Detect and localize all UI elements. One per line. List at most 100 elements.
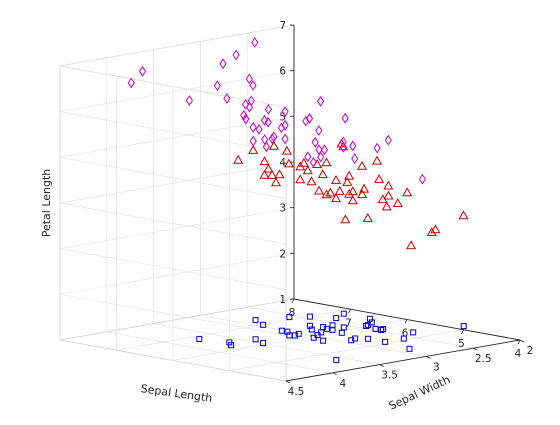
grid-z-right-wall (59, 293, 287, 336)
data-point-diamond (339, 136, 347, 148)
data-point-triangle (406, 240, 417, 250)
data-point-diamond (316, 95, 325, 107)
grid-z-left-wall (59, 207, 295, 250)
data-point-triangle (347, 186, 358, 196)
grid-x-floor (229, 329, 464, 372)
data-point-diamond (281, 133, 289, 145)
data-point-triangle (268, 140, 279, 150)
data-point-diamond (384, 134, 392, 146)
data-points (127, 37, 469, 364)
grid-z-left-wall (59, 70, 295, 113)
y-tick-label: 2.5 (475, 353, 492, 365)
data-point-diamond (339, 141, 348, 153)
data-point-square (286, 314, 293, 321)
grid-x-floor (116, 308, 351, 351)
data-point-diamond (351, 153, 359, 165)
data-point-diamond (311, 136, 319, 148)
y-tick-mark (332, 372, 337, 376)
data-point-triangle (334, 185, 345, 195)
y-tick-label: 3 (433, 361, 440, 373)
data-point-diamond (264, 116, 272, 128)
data-point-square (320, 337, 327, 344)
data-point-triangle (383, 190, 394, 200)
data-point-square (252, 336, 259, 343)
y-axis-line (285, 339, 521, 382)
z-tick-label: 1 (279, 294, 286, 306)
grid-z-left-wall (59, 161, 295, 204)
axis-lines (285, 24, 525, 384)
data-point-triangle (321, 157, 332, 167)
floor-edge-back-y (59, 298, 295, 341)
data-point-square (368, 319, 375, 326)
data-point-triangle (281, 145, 292, 155)
data-point-square (460, 323, 467, 330)
grid-y-floor (106, 331, 333, 374)
data-point-diamond (264, 103, 273, 115)
grid-z-right-wall (59, 156, 287, 199)
data-point-triangle (233, 154, 244, 164)
data-point-triangle (270, 177, 282, 187)
data-point-square (196, 336, 203, 343)
data-point-triangle (313, 185, 325, 195)
y-tick-mark (426, 356, 431, 359)
y-tick-mark (519, 339, 525, 343)
grid-z-left-wall (59, 252, 295, 295)
data-point-triangle (302, 165, 313, 175)
data-point-diamond (320, 144, 329, 156)
data-point-diamond (261, 134, 269, 145)
data-point-triangle (430, 224, 441, 234)
data-point-square (320, 324, 327, 330)
data-point-triangle (362, 212, 373, 222)
data-point-triangle (267, 169, 278, 179)
data-point-diamond (281, 119, 289, 131)
data-point-diamond (249, 79, 257, 91)
data-point-diamond (281, 106, 289, 118)
data-point-square (410, 329, 417, 336)
data-point-triangle (306, 176, 317, 186)
data-point-square (380, 326, 387, 333)
x-tick-label: 7 (345, 317, 352, 329)
grid-x-floor (172, 319, 408, 361)
data-point-diamond (241, 98, 250, 110)
data-point-diamond (270, 131, 278, 143)
y-tick-mark (285, 380, 291, 384)
data-point-diamond (245, 73, 253, 85)
data-point-diamond (418, 173, 427, 185)
data-point-diamond (245, 101, 254, 113)
data-point-diamond (213, 80, 221, 92)
x-tick-label: 4 (515, 348, 522, 360)
data-point-triangle (330, 174, 342, 184)
data-point-triangle (392, 198, 403, 207)
data-point-square (340, 310, 347, 317)
y-tick-label: 4.5 (288, 386, 305, 398)
data-point-triangle (259, 169, 270, 179)
data-point-diamond (242, 113, 250, 125)
data-point-triangle (330, 193, 342, 203)
x-tick-label: 5 (458, 338, 465, 350)
data-point-diamond (185, 95, 194, 106)
y-tick-label: 3.5 (381, 370, 398, 382)
data-point-square (348, 337, 355, 344)
grid-z-left-wall (59, 24, 295, 67)
data-point-square (323, 325, 330, 332)
data-point-square (363, 323, 370, 329)
data-point-triangle (374, 173, 385, 183)
data-point-diamond (349, 140, 357, 152)
data-point-triangle (357, 189, 368, 199)
z-tick-label: 2 (279, 248, 286, 260)
data-point-square (366, 315, 373, 322)
data-point-triangle (340, 214, 351, 224)
x-tick-mark (461, 329, 464, 334)
y-tick-mark (379, 364, 384, 367)
data-point-triangle (298, 157, 309, 167)
data-point-triangle (458, 210, 469, 220)
x-axis-label: Sepal Length (140, 382, 213, 405)
data-point-diamond (219, 58, 227, 70)
data-point-triangle (317, 169, 328, 179)
data-point-diamond (260, 114, 269, 126)
grid-z-right-wall (59, 202, 287, 245)
data-point-triangle (325, 187, 336, 197)
data-point-square (333, 315, 340, 322)
